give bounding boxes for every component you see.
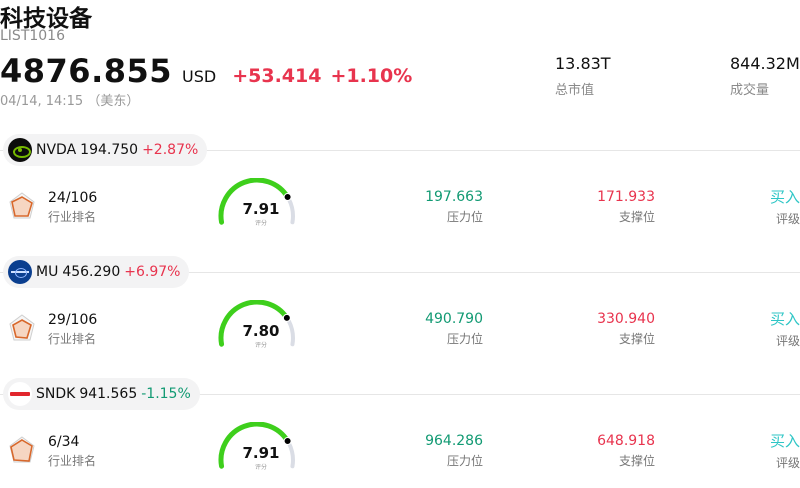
volume-value: 844.32M <box>730 54 800 73</box>
quote-timestamp: 04/14, 14:15 （美东） <box>0 94 140 109</box>
score-caption: 评分 <box>254 464 267 471</box>
rating: 买入 评级 <box>730 430 800 471</box>
industry-rank-label: 行业排名 <box>48 454 97 468</box>
gauge-indicator-dot <box>283 437 292 446</box>
industry-rank-value: 6/34 <box>48 434 80 450</box>
industry-rank-value: 29/106 <box>48 312 98 328</box>
page-title: 科技设备 <box>0 6 92 32</box>
industry-rank: 24/106 行业排名 <box>48 190 97 225</box>
score-caption: 评分 <box>254 342 267 349</box>
list-code: LIST1016 <box>0 28 65 44</box>
market-cap-value: 13.83T <box>555 54 611 73</box>
resistance-value: 490.790 <box>425 311 483 327</box>
score-gauge <box>218 178 295 225</box>
rating-value: 买入 <box>769 432 800 450</box>
volume-stat: 844.32M 成交量 <box>730 54 800 98</box>
stock-tag-sndk[interactable]: SNDK 941.565 -1.15% <box>3 378 200 410</box>
stock-tag-nvda[interactable]: NVDA 194.750 +2.87% <box>3 134 208 166</box>
stock-tag-mu[interactable]: MU 456.290 +6.97% <box>3 256 190 288</box>
stock-price: 456.290 <box>62 264 121 280</box>
industry-rank-value: 24/106 <box>48 190 98 206</box>
resistance-value: 197.663 <box>425 189 483 205</box>
stock-card-nvda[interactable]: NVDA 194.750 +2.87% 24/106 行业排名 7.91 评分 … <box>0 134 800 256</box>
score-value: 7.91 <box>242 444 280 462</box>
rating-label: 评级 <box>775 212 800 226</box>
resistance-level: 964.286 压力位 <box>393 433 483 469</box>
resistance-label: 压力位 <box>446 210 483 224</box>
stock-change-percent: +6.97% <box>124 264 181 280</box>
resistance-label: 压力位 <box>446 332 483 346</box>
gauge-indicator-dot <box>282 313 291 322</box>
industry-rank: 6/34 行业排名 <box>48 434 96 469</box>
industry-rank: 29/106 行业排名 <box>48 312 97 347</box>
gauge-fill <box>218 300 290 347</box>
support-label: 支撑位 <box>618 332 655 346</box>
support-value: 171.933 <box>597 189 655 205</box>
section-divider <box>0 394 800 395</box>
stock-card-mu[interactable]: MU 456.290 +6.97% 29/106 行业排名 7.80 评分 49… <box>0 256 800 378</box>
market-cap-label: 总市值 <box>555 83 595 98</box>
currency-label: USD <box>182 67 217 86</box>
section-divider <box>0 150 800 151</box>
stock-card-sndk[interactable]: SNDK 941.565 -1.15% 6/34 行业排名 7.91 评分 96… <box>0 378 800 488</box>
score-gauge <box>218 300 295 347</box>
rating-label: 评级 <box>775 456 800 470</box>
support-value: 330.940 <box>597 311 655 327</box>
stock-change-percent: -1.15% <box>141 386 191 402</box>
support-level: 330.940 支撑位 <box>565 311 655 347</box>
price-change: +53.414 <box>232 65 322 87</box>
radar-chart-icon <box>9 436 35 463</box>
stock-ticker: MU <box>36 264 59 280</box>
score-value: 7.80 <box>242 322 280 340</box>
support-level: 648.918 支撑位 <box>565 433 655 469</box>
support-level: 171.933 支撑位 <box>565 189 655 225</box>
resistance-label: 压力位 <box>446 454 483 468</box>
rating-label: 评级 <box>775 334 800 348</box>
index-price: 4876.855 <box>0 52 173 90</box>
support-label: 支撑位 <box>618 210 655 224</box>
support-label: 支撑位 <box>618 454 655 468</box>
stock-ticker: SNDK <box>36 386 76 402</box>
stock-change-percent: +2.87% <box>142 142 199 158</box>
score-caption: 评分 <box>254 220 267 227</box>
gauge-indicator-dot <box>283 193 292 202</box>
resistance-value: 964.286 <box>425 433 483 449</box>
industry-rank-label: 行业排名 <box>48 210 97 224</box>
gauge-fill <box>218 422 291 469</box>
stock-price: 941.565 <box>79 386 138 402</box>
rating-value: 买入 <box>769 188 800 206</box>
sandisk-logo-icon <box>8 382 32 406</box>
micron-logo-icon <box>8 260 32 284</box>
rating: 买入 评级 <box>730 308 800 349</box>
rating-value: 买入 <box>769 310 800 328</box>
support-value: 648.918 <box>597 433 655 449</box>
market-cap-stat: 13.83T 总市值 <box>555 54 611 98</box>
rating: 买入 评级 <box>730 186 800 227</box>
nvidia-logo-icon <box>8 138 32 162</box>
price-row: 4876.855 USD +53.414 +1.10% <box>0 52 412 90</box>
gauge-fill <box>218 178 291 225</box>
radar-chart-icon <box>9 192 35 219</box>
section-divider <box>0 272 800 273</box>
score-value: 7.91 <box>242 200 280 218</box>
resistance-level: 490.790 压力位 <box>393 311 483 347</box>
radar-chart-icon <box>9 314 35 341</box>
score-gauge <box>218 422 295 469</box>
price-change-percent: +1.10% <box>330 65 413 87</box>
volume-label: 成交量 <box>730 83 770 98</box>
stock-ticker: NVDA <box>36 142 77 158</box>
industry-rank-label: 行业排名 <box>48 332 97 346</box>
stock-price: 194.750 <box>80 142 139 158</box>
resistance-level: 197.663 压力位 <box>393 189 483 225</box>
